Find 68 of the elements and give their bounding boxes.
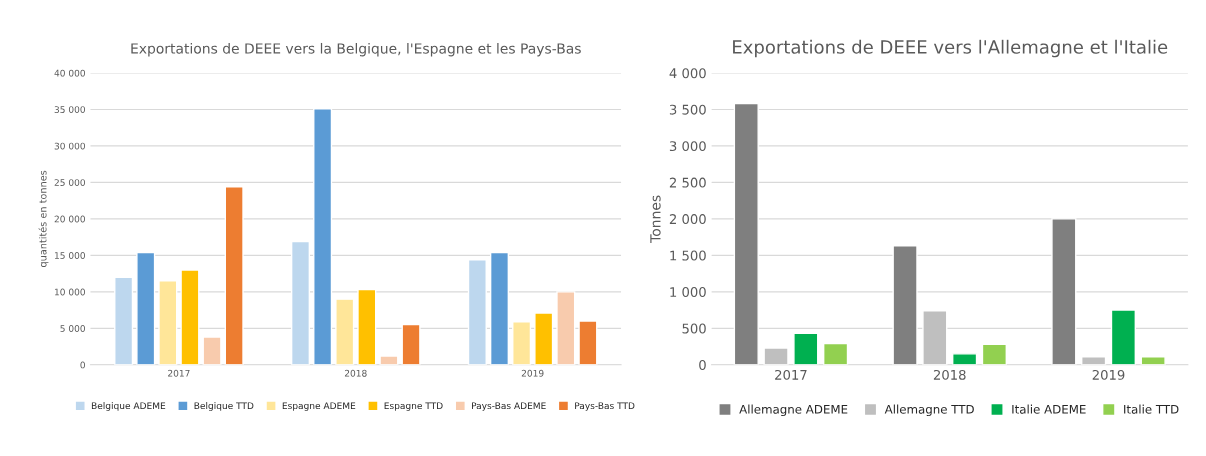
bar bbox=[1110, 309, 1137, 365]
y-tick-label: 2 500 bbox=[669, 177, 706, 188]
y-axis-title: quantités en tonnes bbox=[38, 170, 49, 267]
y-tick-label: 3 000 bbox=[669, 141, 706, 152]
y-tick-label: 500 bbox=[682, 323, 706, 334]
y-tick-label: 4 000 bbox=[669, 68, 706, 79]
legend-label: Belgique ADEME bbox=[91, 402, 166, 411]
y-tick-label: 15 000 bbox=[54, 252, 85, 259]
bar bbox=[379, 355, 399, 365]
bar bbox=[822, 342, 849, 365]
bar bbox=[733, 102, 759, 365]
legend-label: Espagne TTD bbox=[384, 402, 443, 411]
bar bbox=[357, 288, 377, 365]
bar bbox=[401, 323, 421, 365]
y-tick-label: 40 000 bbox=[54, 69, 85, 77]
bar bbox=[763, 347, 789, 365]
bar bbox=[981, 343, 1007, 365]
bar bbox=[1140, 356, 1166, 365]
bar bbox=[489, 251, 510, 365]
x-tick-label: 2018 bbox=[344, 369, 367, 377]
x-tick-label: 2018 bbox=[933, 369, 966, 380]
y-tick-label: 35 000 bbox=[54, 106, 85, 113]
bar bbox=[534, 312, 554, 365]
y-tick-label: 30 000 bbox=[54, 142, 85, 150]
y-tick-label: 1 000 bbox=[670, 287, 706, 298]
bar bbox=[578, 320, 598, 365]
x-tick-label: 2017 bbox=[775, 369, 807, 380]
y-tick-label: 20 000 bbox=[54, 215, 85, 223]
bar bbox=[158, 280, 178, 365]
bar bbox=[313, 108, 333, 365]
bar bbox=[556, 291, 576, 365]
legend-label: Pays-Bas TTD bbox=[575, 402, 635, 411]
bar bbox=[136, 251, 156, 365]
bar bbox=[202, 336, 222, 365]
y-tick-label: 1 500 bbox=[670, 250, 706, 261]
bar bbox=[793, 332, 819, 365]
bar bbox=[290, 240, 311, 365]
y-axis-title: Tonnes bbox=[650, 195, 661, 243]
x-tick-label: 2017 bbox=[168, 369, 190, 377]
y-tick-label: 5 000 bbox=[60, 325, 85, 332]
legend-label: Allemagne ADEME bbox=[739, 404, 848, 417]
bar bbox=[512, 321, 532, 365]
legend-label: Italie ADEME bbox=[1012, 404, 1086, 414]
bar bbox=[952, 353, 978, 365]
y-tick-label: 0 bbox=[80, 361, 85, 369]
x-tick-label: 2019 bbox=[1092, 369, 1125, 380]
bar bbox=[467, 259, 487, 365]
bar bbox=[335, 298, 355, 365]
bar bbox=[1081, 356, 1107, 365]
chart-title: Exportations de DEEE vers l'Allemagne et l'Italie bbox=[733, 39, 1168, 58]
chart-title: Exportations de DEEE vers la Belgique, l'Espagne et les Pays-Bas bbox=[131, 42, 581, 57]
legend-label: Espagne ADEME bbox=[282, 402, 356, 411]
y-tick-label: 2 000 bbox=[669, 214, 706, 225]
y-tick-label: 25 000 bbox=[54, 179, 85, 186]
bar bbox=[224, 186, 244, 365]
bar bbox=[1051, 218, 1077, 365]
bar bbox=[922, 310, 948, 365]
y-tick-label: 3 500 bbox=[669, 104, 706, 115]
legend-label: Pays-Bas ADEME bbox=[472, 402, 546, 411]
y-tick-label: 0 bbox=[699, 360, 706, 370]
legend-label: Allemagne TTD bbox=[884, 404, 974, 417]
x-tick-label: 2019 bbox=[521, 369, 544, 377]
bar bbox=[180, 269, 200, 365]
legend-label: Italie TTD bbox=[1124, 404, 1179, 414]
y-tick-label: 10 000 bbox=[54, 288, 85, 296]
legend-label: Belgique TTD bbox=[194, 402, 254, 411]
bar bbox=[892, 245, 918, 365]
bar bbox=[114, 276, 134, 365]
